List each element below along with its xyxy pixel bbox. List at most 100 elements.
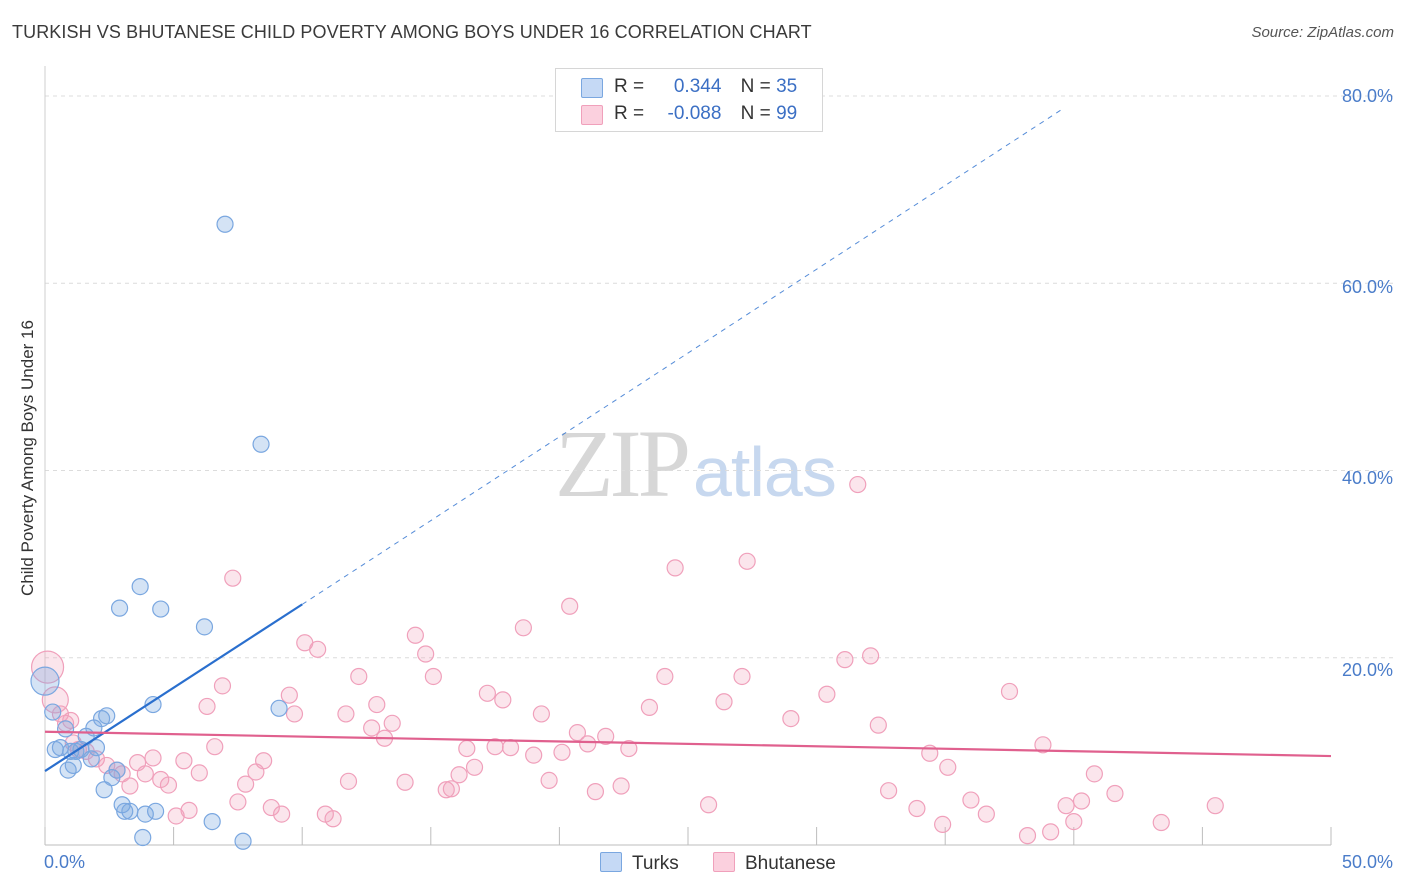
legend-r-value-bhutanese: -0.088 bbox=[667, 103, 722, 124]
turks-point bbox=[144, 695, 162, 714]
bhutanese-point bbox=[280, 686, 298, 704]
bottom-legend-turks: Turks bbox=[600, 852, 679, 875]
bhutanese-point bbox=[869, 716, 887, 734]
bhutanese-point bbox=[501, 739, 520, 757]
bhutanese-point bbox=[121, 777, 139, 795]
bhutanese-point bbox=[1042, 823, 1060, 841]
y-tick-80: 80.0% bbox=[1341, 86, 1393, 106]
bhutanese-point bbox=[579, 735, 597, 753]
bhutanese-point bbox=[561, 597, 579, 615]
bhutanese-point bbox=[224, 569, 242, 587]
bhutanese-point bbox=[255, 752, 273, 770]
turks-point bbox=[152, 600, 170, 618]
turks-point bbox=[146, 802, 165, 820]
bhutanese-point bbox=[396, 773, 414, 791]
legend-r-label: R = bbox=[614, 76, 645, 97]
turks-point bbox=[121, 802, 139, 820]
bhutanese-point bbox=[62, 711, 80, 730]
bhutanese-point bbox=[213, 677, 232, 695]
bhutanese-point bbox=[540, 771, 558, 789]
legend-n-label: N = bbox=[740, 103, 771, 124]
bhutanese-point bbox=[880, 782, 898, 800]
bhutanese-point bbox=[262, 798, 280, 817]
bhutanese-point bbox=[190, 764, 208, 782]
source-label: Source: ZipAtlas.com bbox=[1251, 24, 1394, 41]
legend-n-value-turks: 35 bbox=[776, 76, 798, 97]
turks-point bbox=[270, 699, 288, 717]
turks-point bbox=[108, 761, 126, 779]
bhutanese-point bbox=[939, 758, 957, 776]
y-tick-20: 20.0% bbox=[1341, 660, 1393, 680]
bhutanese-point bbox=[442, 780, 460, 798]
bottom-legend-bhutanese: Bhutanese bbox=[713, 852, 836, 875]
legend-r-label: R = bbox=[614, 103, 645, 124]
turks-point bbox=[252, 435, 270, 453]
bhutanese-point bbox=[525, 746, 543, 764]
bhutanese-point bbox=[532, 705, 550, 723]
bottom-legend-label-bhutanese: Bhutanese bbox=[745, 853, 836, 874]
trend-lines bbox=[44, 109, 1332, 772]
turks-point bbox=[134, 828, 152, 847]
stats-legend: R = 0.344 N = 35 R = -0.088 N = 99 bbox=[555, 68, 823, 132]
bhutanese-point bbox=[699, 796, 718, 814]
watermark: ZIPatlas bbox=[555, 408, 837, 519]
bhutanese-point bbox=[1152, 813, 1170, 832]
bhutanese-point bbox=[934, 815, 952, 834]
chart-title: TURKISH VS BHUTANESE CHILD POVERTY AMONG… bbox=[12, 22, 812, 42]
turks-point bbox=[110, 599, 129, 617]
bhutanese-point bbox=[458, 739, 476, 758]
bhutanese-point bbox=[862, 647, 880, 665]
turks-points bbox=[30, 215, 288, 850]
x-tick-max: 50.0% bbox=[1341, 852, 1393, 872]
bhutanese-point bbox=[494, 691, 512, 709]
turks-trend-line bbox=[44, 603, 303, 772]
bhutanese-point bbox=[337, 705, 355, 723]
bhutanese-point bbox=[733, 667, 751, 686]
bhutanese-points bbox=[30, 475, 1224, 845]
bhutanese-point bbox=[656, 667, 674, 686]
turks-point bbox=[195, 618, 214, 636]
bhutanese-point bbox=[553, 743, 571, 761]
x-tick-min: 0.0% bbox=[44, 852, 86, 872]
bhutanese-point bbox=[640, 698, 659, 716]
bhutanese-point bbox=[285, 705, 304, 723]
bhutanese-point bbox=[437, 781, 455, 799]
bhutanese-point bbox=[620, 739, 638, 758]
bhutanese-point bbox=[417, 645, 435, 663]
bhutanese-point bbox=[1000, 682, 1019, 701]
bhutanese-point bbox=[206, 738, 224, 756]
bottom-legend-swatch-turks bbox=[600, 852, 622, 872]
turks-point bbox=[116, 802, 134, 820]
axes bbox=[44, 66, 1332, 846]
turks-point bbox=[87, 739, 106, 757]
bottom-legend-label-turks: Turks bbox=[632, 853, 679, 874]
bhutanese-point bbox=[666, 559, 684, 577]
bhutanese-point bbox=[849, 475, 867, 494]
bhutanese-point bbox=[738, 552, 756, 570]
watermark-zip: ZIP bbox=[555, 410, 691, 517]
legend-r-value-turks: 0.344 bbox=[673, 76, 722, 97]
y-axis-label: Child Poverty Among Boys Under 16 bbox=[18, 320, 37, 596]
bhutanese-point bbox=[1206, 797, 1224, 815]
turks-point bbox=[234, 832, 252, 850]
bhutanese-point bbox=[818, 685, 836, 703]
bhutanese-point bbox=[962, 791, 980, 809]
bhutanese-point bbox=[159, 776, 178, 794]
bhutanese-point bbox=[1065, 812, 1083, 831]
bhutanese-point bbox=[350, 667, 368, 686]
bhutanese-point bbox=[1072, 792, 1091, 810]
bhutanese-point bbox=[324, 810, 342, 828]
turks-point bbox=[82, 750, 100, 768]
bhutanese-point bbox=[568, 724, 587, 742]
bhutanese-point bbox=[478, 684, 496, 702]
bhutanese-point bbox=[309, 640, 327, 658]
bhutanese-point bbox=[273, 805, 291, 823]
turks-point bbox=[59, 761, 77, 779]
bhutanese-point bbox=[136, 765, 154, 783]
turks-point bbox=[64, 756, 82, 775]
bhutanese-point bbox=[1018, 827, 1037, 845]
legend-n-value-bhutanese: 99 bbox=[776, 103, 798, 124]
y-tick-40: 40.0% bbox=[1341, 468, 1393, 488]
bhutanese-point bbox=[424, 667, 442, 686]
